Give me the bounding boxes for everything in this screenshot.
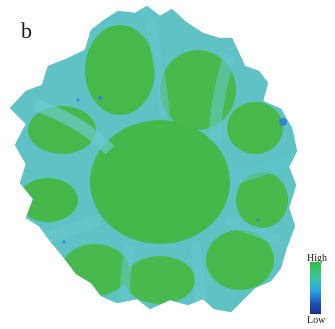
panel-label: b xyxy=(21,18,32,43)
legend-color-bar xyxy=(310,262,321,314)
legend-high-label: High xyxy=(307,253,327,264)
legend-low-label: Low xyxy=(307,315,326,326)
map-outline xyxy=(9,5,298,313)
